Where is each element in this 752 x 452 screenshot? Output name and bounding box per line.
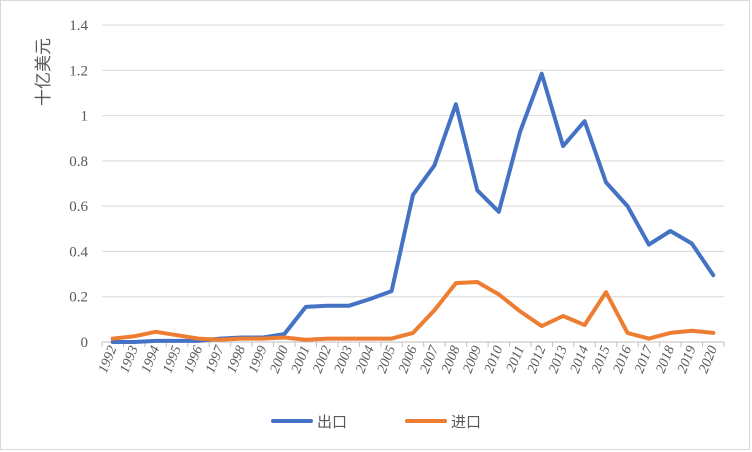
y-tick-label: 0.2 xyxy=(69,290,88,306)
x-tick-label: 2012 xyxy=(525,344,549,376)
y-tick-label: 1.4 xyxy=(69,18,88,34)
x-tick-label: 1996 xyxy=(182,344,206,376)
x-tick-label: 2018 xyxy=(654,344,678,376)
y-tick-label: 1.2 xyxy=(69,63,88,79)
series-lines xyxy=(110,71,716,344)
x-tick-label: 2019 xyxy=(675,344,699,376)
series-line-0 xyxy=(110,71,716,344)
x-tick-labels: 1992199319941995199619971998199920002001… xyxy=(96,343,721,376)
x-tick-label: 2000 xyxy=(268,344,292,376)
x-tick-label: 2002 xyxy=(311,344,335,376)
x-tick-label: 2003 xyxy=(332,344,356,376)
legend-label: 进口 xyxy=(451,413,481,431)
x-tick-label: 2013 xyxy=(546,344,570,376)
legend-label: 出口 xyxy=(317,413,347,431)
x-tick-label: 2009 xyxy=(461,344,485,376)
gridlines xyxy=(101,24,725,347)
series-line-1 xyxy=(110,280,716,342)
x-tick-label: 2020 xyxy=(697,344,721,376)
legend: 出口 进口 xyxy=(271,413,481,431)
x-tick-label: 1999 xyxy=(246,344,270,376)
x-tick-label: 2016 xyxy=(611,344,635,376)
x-tick-label: 1995 xyxy=(160,344,184,376)
y-tick-label: 0.6 xyxy=(69,199,88,215)
x-tick-label: 2004 xyxy=(353,344,377,376)
x-tick-label: 1998 xyxy=(225,344,249,376)
x-tick-label: 1992 xyxy=(96,344,120,376)
x-tick-label: 2001 xyxy=(289,344,313,376)
y-tick-labels: 0 0.2 0.4 0.6 0.8 1 1.2 1.4 xyxy=(69,18,88,351)
x-tick-label: 2015 xyxy=(589,344,613,376)
y-tick-label: 0 xyxy=(81,335,89,351)
x-tick-label: 1994 xyxy=(139,344,163,376)
x-tick-label: 1993 xyxy=(117,344,141,376)
y-axis-title: 十亿美元 xyxy=(34,38,54,106)
x-tick-label: 2006 xyxy=(396,344,420,376)
y-tick-label: 1 xyxy=(81,109,89,125)
y-tick-label: 0.8 xyxy=(69,154,88,170)
x-tick-label: 2008 xyxy=(439,344,463,376)
y-tick-label: 0.4 xyxy=(69,244,88,260)
x-tick-label: 2014 xyxy=(568,344,592,376)
x-tick-label: 2010 xyxy=(482,344,506,376)
x-tick-label: 2005 xyxy=(375,344,399,376)
